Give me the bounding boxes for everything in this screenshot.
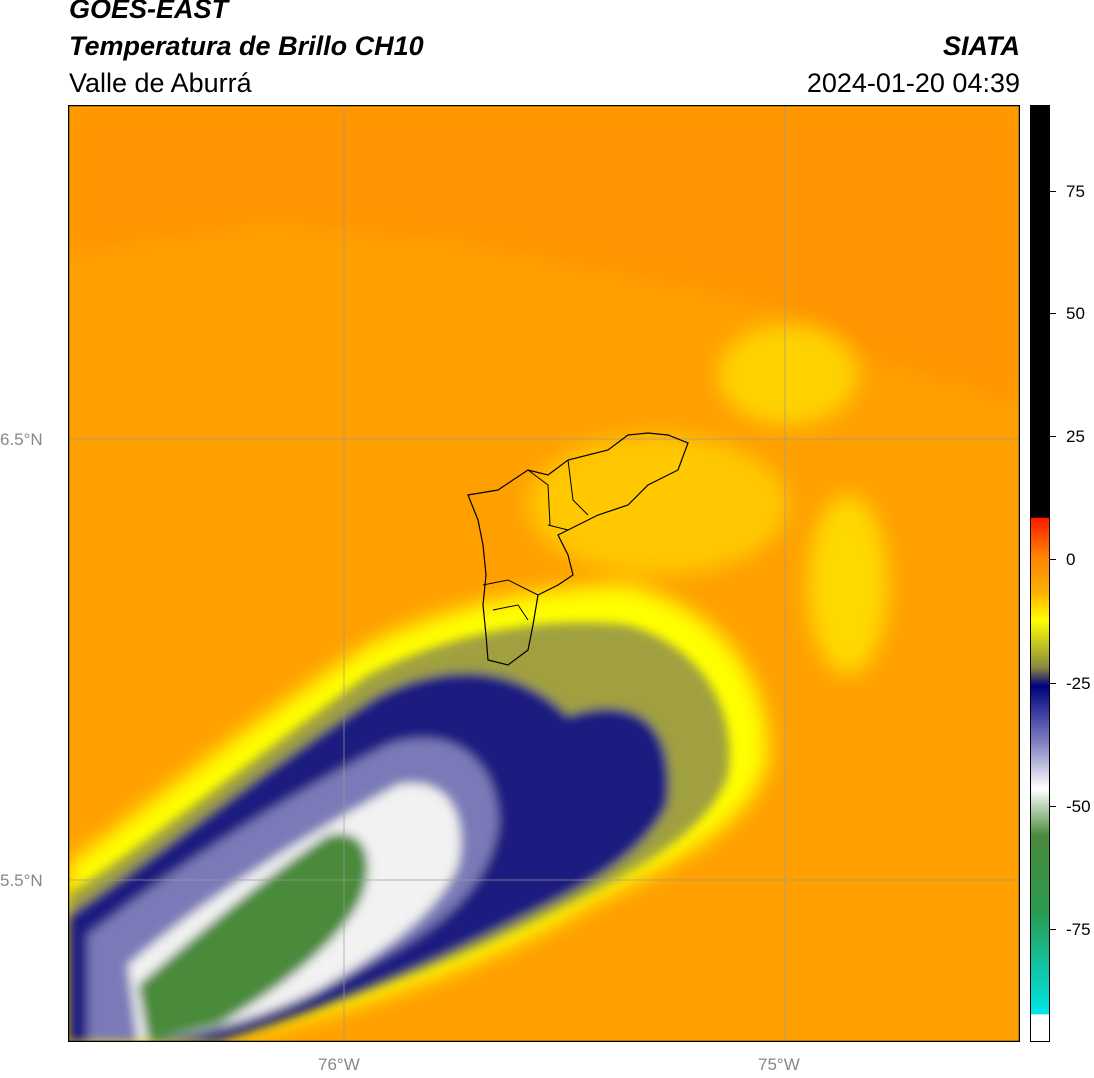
colorbar [1030, 105, 1050, 1042]
municipality-boundaries [482, 459, 589, 621]
temperature-map [68, 105, 1020, 1042]
lon-label: 75°W [758, 1055, 800, 1074]
product-title: Temperatura de Brillo CH10 [69, 31, 424, 61]
lat-label: 5.5°N [0, 871, 43, 890]
map-frame [68, 105, 1020, 1042]
satellite-title: GOES-EAST [69, 0, 229, 24]
colorbar-tick: 50 [1066, 304, 1085, 323]
warm-orange-region [68, 105, 1020, 405]
colorbar-tick: 0 [1066, 550, 1076, 569]
colorbar-tick: -25 [1066, 674, 1091, 693]
yellow-area-central [528, 435, 788, 575]
lon-label: 76°W [318, 1055, 360, 1074]
region-title: Valle de Aburrá [69, 68, 252, 98]
colorbar-tick: -75 [1066, 920, 1091, 939]
colorbar-tick: 25 [1066, 427, 1085, 446]
yellow-area-south [808, 495, 888, 675]
org-label: SIATA [943, 31, 1020, 61]
yellow-area-east [718, 325, 858, 425]
datetime-label: 2024-01-20 04:39 [806, 68, 1020, 98]
lat-label: 6.5°N [0, 430, 43, 449]
gridlines [68, 105, 1020, 1042]
cloud-green [138, 833, 368, 1042]
colorbar-tick: -50 [1066, 797, 1091, 816]
aburra-valley-outline [467, 432, 689, 666]
colorbar-tick: 75 [1066, 182, 1085, 201]
